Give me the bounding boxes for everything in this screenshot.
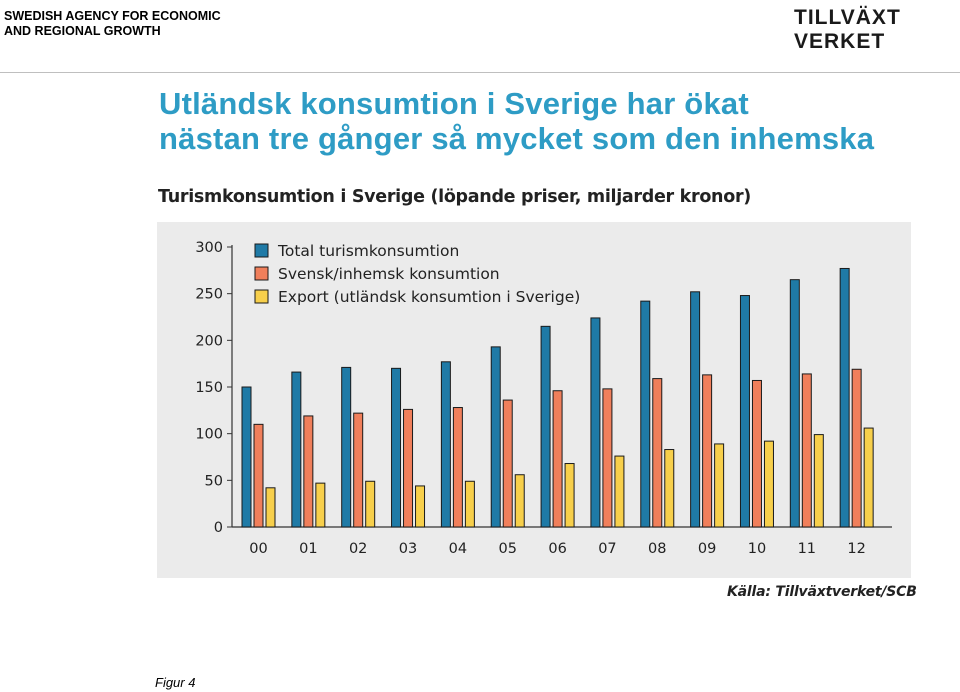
x-tick-label: 09 (698, 541, 716, 557)
page-headline: Utländsk konsumtion i Sverige har ökat n… (159, 86, 874, 156)
chart-title: Turismkonsumtion i Sverige (löpande pris… (158, 187, 751, 207)
y-tick-label: 300 (195, 240, 223, 256)
bar-export-12 (863, 427, 874, 528)
bar-domestic-03 (403, 408, 414, 528)
bar-export-11 (813, 434, 824, 528)
bar-export-09 (714, 443, 725, 528)
legend-label: Export (utländsk konsumtion i Sverige) (278, 288, 580, 306)
legend-swatch-2 (254, 289, 269, 304)
bar-domestic-00 (253, 423, 264, 528)
x-tick-label: 02 (349, 541, 367, 557)
bar-chart: 0 50 100 150 200 250 300 00 01 02 03 04 05 06 07 08 09 10… (195, 240, 892, 557)
x-tick-label: 01 (299, 541, 317, 557)
chart-panel: 0 50 100 150 200 250 300 00 01 02 03 04 05 06 07 08 09 10… (157, 222, 911, 578)
x-tick-label: 06 (548, 541, 566, 557)
legend-label: Total turismkonsumtion (277, 242, 459, 260)
x-tick-label: 05 (499, 541, 517, 557)
bar-export-02 (365, 480, 376, 528)
x-tick-label: 10 (748, 541, 766, 557)
bar-total-11 (789, 279, 800, 528)
legend-swatch-1 (254, 266, 269, 281)
logo-text-line1: TILLVÄXT (794, 6, 901, 29)
headline-line1: Utländsk konsumtion i Sverige har ökat (159, 86, 749, 121)
agency-name: SWEDISH AGENCY FOR ECONOMIC AND REGIONAL… (4, 9, 221, 39)
bar-total-01 (291, 371, 302, 528)
agency-name-line1: SWEDISH AGENCY FOR ECONOMIC (4, 9, 221, 23)
agency-name-line2: AND REGIONAL GROWTH (4, 24, 161, 38)
bar-domestic-08 (652, 378, 663, 528)
y-tick-label: 50 (205, 473, 223, 489)
x-tick-label: 11 (798, 541, 816, 557)
bar-export-01 (315, 482, 326, 528)
bar-domestic-09 (702, 374, 713, 528)
y-tick-label: 100 (195, 427, 223, 443)
bar-export-06 (564, 463, 575, 528)
bar-export-00 (265, 487, 276, 528)
bar-total-03 (391, 367, 402, 528)
bar-domestic-04 (452, 407, 463, 528)
logo-text-line2: VERKET (794, 30, 885, 50)
bar-domestic-02 (353, 412, 364, 528)
bar-total-00 (241, 386, 252, 528)
bar-export-07 (614, 455, 625, 528)
y-tick-label: 0 (214, 520, 223, 536)
bar-domestic-12 (851, 368, 862, 528)
figure-label: Figur 4 (155, 675, 196, 690)
x-tick-label: 04 (449, 541, 467, 557)
header-divider (0, 72, 960, 73)
bar-total-10 (739, 295, 750, 528)
headline-line2: nästan tre gånger så mycket som den inhe… (159, 121, 875, 156)
bar-domestic-01 (303, 415, 314, 528)
bar-domestic-10 (751, 379, 762, 528)
bar-domestic-05 (502, 399, 513, 528)
bar-export-03 (415, 485, 426, 528)
bar-total-07 (590, 317, 601, 528)
y-tick-label: 250 (195, 287, 223, 303)
y-tick-label: 150 (195, 380, 223, 396)
bar-export-08 (664, 449, 675, 528)
legend-label: Svensk/inhemsk konsumtion (278, 265, 500, 283)
x-tick-label: 08 (648, 541, 666, 557)
x-tick-label: 07 (598, 541, 616, 557)
bar-total-04 (440, 361, 451, 528)
x-tick-label: 00 (249, 541, 267, 557)
legend-swatch-0 (254, 243, 269, 258)
bar-total-06 (540, 325, 551, 528)
bar-total-05 (490, 346, 501, 528)
bar-total-12 (839, 267, 850, 528)
bar-total-09 (690, 291, 701, 528)
bar-domestic-07 (602, 388, 613, 528)
bar-export-05 (514, 474, 525, 528)
bar-domestic-06 (552, 390, 563, 528)
bar-domestic-11 (801, 373, 812, 528)
x-tick-label: 03 (399, 541, 417, 557)
y-tick-label: 200 (195, 333, 223, 349)
bar-export-04 (464, 480, 475, 528)
tillvaxtverket-logo: TILLVÄXT VERKET (794, 6, 901, 50)
bar-total-08 (640, 300, 651, 528)
x-tick-label: 12 (847, 541, 865, 557)
chart-source: Källa: Tillväxtverket/SCB (727, 584, 917, 600)
bar-export-10 (763, 440, 774, 528)
bar-total-02 (341, 366, 352, 528)
